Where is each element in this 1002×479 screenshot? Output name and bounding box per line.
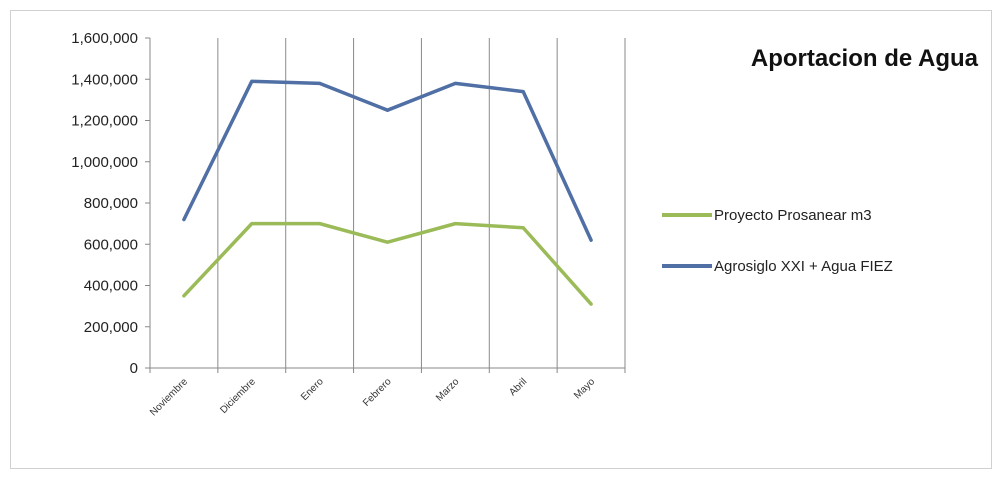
legend-label: Agrosiglo XXI + Agua FIEZ [714, 258, 893, 275]
legend-label: Proyecto Prosanear m3 [714, 207, 872, 224]
series-layer [182, 79, 593, 306]
x-category-label: Abril [507, 376, 529, 398]
x-category-label: Mayo [572, 376, 597, 401]
legend: Proyecto Prosanear m3 Agrosiglo XXI + Agu… [662, 207, 893, 275]
data-point [589, 302, 593, 306]
x-category-label: Diciembre [218, 376, 258, 416]
y-tick-label: 600,000 [84, 236, 138, 253]
y-tick-label: 1,200,000 [71, 113, 138, 130]
data-point [250, 222, 254, 226]
data-point [182, 218, 186, 221]
y-tick-label: 1,400,000 [71, 71, 138, 88]
x-category-label: Noviembre [148, 376, 190, 418]
y-tick-label: 200,000 [84, 319, 138, 336]
chart-title: Aportacion de Agua [751, 45, 979, 72]
series-line-prosanear [182, 221, 593, 306]
y-tick-label: 1,000,000 [71, 154, 138, 171]
data-point [521, 226, 525, 230]
data-point [386, 108, 389, 112]
data-point [589, 238, 593, 242]
y-tick-label: 800,000 [84, 195, 138, 212]
y-tick-label: 1,600,000 [71, 30, 138, 47]
data-point [318, 222, 322, 226]
x-category-label: Febrero [361, 376, 394, 409]
data-point [318, 81, 322, 85]
y-tick-label: 400,000 [84, 278, 138, 295]
data-point [453, 222, 457, 226]
x-category-label: Enero [299, 376, 326, 403]
series-line-agrosiglo [182, 79, 593, 242]
data-point [250, 79, 254, 83]
data-point [182, 294, 186, 298]
data-point [453, 81, 457, 85]
chart-frame [10, 10, 992, 469]
data-point [386, 240, 389, 244]
x-category-label: Marzo [434, 376, 462, 404]
grid-layer [217, 38, 626, 368]
axis-layer: 0 200,000 400,000 600,000 800,000 1,000,000 1,… [71, 30, 626, 418]
y-tick-label: 0 [130, 360, 138, 377]
data-point [521, 90, 525, 94]
